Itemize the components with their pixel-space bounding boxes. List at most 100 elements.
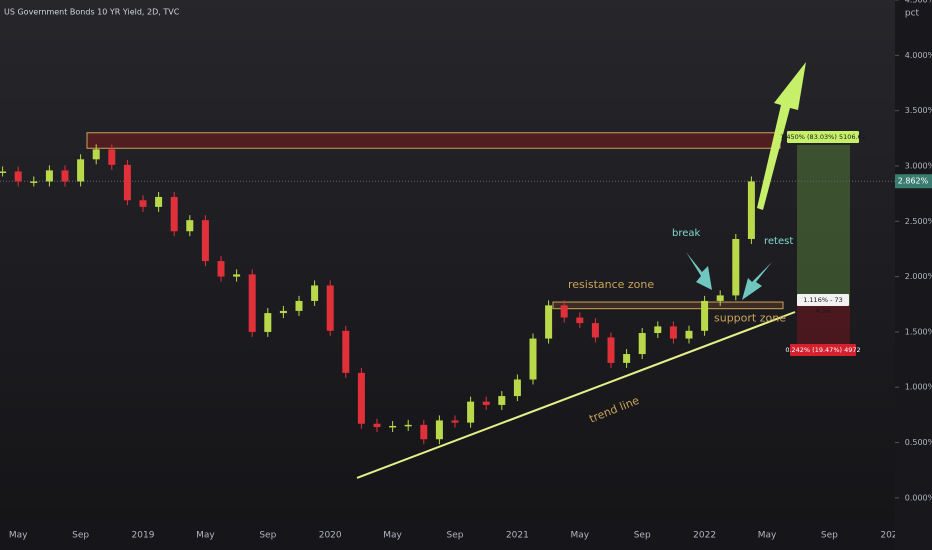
entry-sublabel: 4.26: [816, 307, 830, 315]
candle-body: [607, 337, 615, 363]
x-tick-label: Sep: [447, 531, 464, 541]
y-tick-label: 3.000%: [905, 161, 932, 170]
x-tick-label: 2019: [132, 531, 155, 541]
candle-body: [716, 295, 724, 301]
x-tick-label: Sep: [72, 531, 89, 541]
stop-label-bg: [790, 344, 856, 356]
x-tick-label: May: [570, 531, 589, 541]
candle-body: [123, 164, 131, 201]
x-tick-label: May: [196, 531, 215, 541]
stop-label: 0.242% (19.47%) 4972: [785, 346, 860, 354]
last-price-label: 2.862%: [898, 177, 929, 186]
target-area: [797, 144, 850, 306]
y-tick-label: 0.000%: [905, 493, 932, 502]
candle-body: [482, 401, 490, 405]
x-tick-label: Sep: [259, 531, 276, 541]
candle-body: [685, 330, 693, 339]
candle-body: [560, 305, 568, 318]
break-arrow: [686, 252, 712, 290]
x-tick-label: Sep: [634, 531, 651, 541]
x-tick-label: 2021: [506, 531, 529, 541]
y-tick-label: 2.500%: [905, 217, 932, 226]
y-tick-label: 1.500%: [905, 327, 932, 336]
y-tick-label: 0.500%: [905, 438, 932, 447]
candle-body: [513, 379, 521, 397]
candle-body: [186, 220, 194, 232]
y-tick-label: 4.000%: [905, 51, 932, 60]
x-axis: May Sep 2019 May Sep 2020 May Sep 2021 May Sep 2022…: [9, 531, 903, 541]
candle-body: [498, 396, 506, 405]
zone-upper-label: resistance zone: [568, 278, 654, 291]
y-tick-label: 4.500%: [905, 0, 932, 5]
candle-body: [170, 196, 178, 232]
candle-body: [623, 354, 631, 363]
candle-body: [435, 420, 443, 440]
candle-body: [342, 330, 350, 373]
candle-body: [373, 423, 381, 428]
candle-body: [654, 326, 662, 334]
candle-body: [420, 424, 428, 440]
candle-body: [77, 159, 85, 182]
break-label: break: [672, 228, 701, 239]
candle-body: [357, 372, 365, 424]
candle-body: [326, 285, 334, 331]
x-tick-label: Sep: [821, 531, 838, 541]
candle-body: [467, 401, 475, 423]
retest-arrow: [742, 262, 772, 300]
candle-body: [0, 171, 7, 173]
y-axis: 0.000% 0.500% 1.000% 1.500% 2.000% 2.500% 3.00…: [895, 0, 932, 502]
entry-label-bg: [797, 294, 849, 306]
candle-body: [545, 305, 553, 339]
price-scale: [895, 0, 932, 550]
x-tick-label: 2020: [319, 531, 342, 541]
y-unit: pct: [905, 9, 920, 19]
resistance-box: [86, 132, 781, 149]
candle-body: [61, 170, 69, 182]
candle-body: [638, 333, 646, 355]
candle-body: [529, 338, 537, 380]
candle-body: [404, 424, 412, 427]
candle-body: [217, 261, 225, 277]
x-tick-label: May: [383, 531, 402, 541]
candle-body: [139, 200, 147, 207]
y-tick-label: 1.000%: [905, 383, 932, 392]
retest-label: retest: [764, 236, 793, 247]
candle-body: [669, 326, 677, 339]
x-tick-label: May: [9, 531, 28, 541]
last-price-tag: [895, 174, 932, 189]
candle-body: [14, 171, 22, 182]
y-tick-label: 2.000%: [905, 272, 932, 281]
candle-body: [233, 274, 241, 277]
x-tick-label: 2022: [693, 531, 716, 541]
candle-body: [108, 149, 116, 165]
candle-body: [576, 317, 584, 324]
candle-body: [451, 420, 459, 423]
y-tick-label: 3.500%: [905, 106, 932, 115]
zone-box: [552, 301, 784, 310]
up-arrow: [757, 62, 806, 210]
candle-body: [92, 149, 100, 160]
candle-body: [45, 170, 53, 182]
time-axis: [0, 520, 932, 550]
candle-body: [591, 323, 599, 338]
zone-lower-label: support zone: [714, 312, 786, 325]
candle-body: [732, 238, 740, 296]
chart-title: US Government Bonds 10 YR Yield, 2D, TVC: [4, 8, 180, 17]
candle-body: [747, 181, 755, 239]
candle-body: [248, 274, 256, 332]
candle-body: [201, 220, 209, 262]
x-tick-label: 2023: [880, 531, 903, 541]
candle-body: [30, 181, 38, 183]
candle-body: [701, 300, 709, 331]
target-label-bg: [787, 131, 859, 143]
candle-body: [389, 425, 397, 428]
candle-body: [279, 310, 287, 314]
trend-line: [356, 311, 796, 479]
candle-body: [311, 285, 319, 301]
candle-body: [264, 313, 272, 332]
entry-label: 1.116% - 73: [803, 296, 843, 304]
candle-body: [155, 196, 163, 207]
